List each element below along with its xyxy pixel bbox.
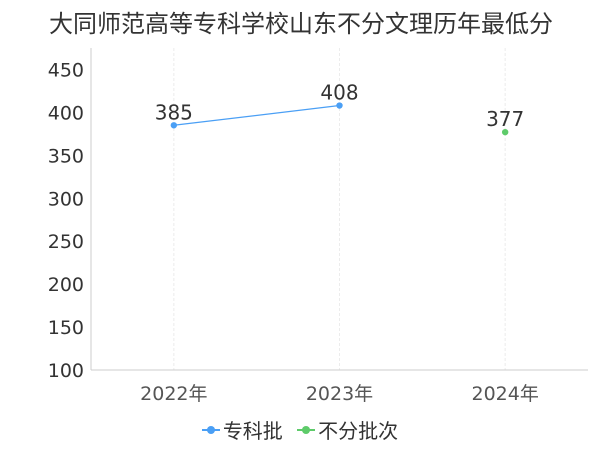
data-point	[336, 102, 343, 109]
data-label: 408	[320, 81, 358, 105]
legend-label: 不分批次	[318, 419, 399, 443]
legend-marker-icon	[201, 424, 220, 436]
legend: 专科批 不分批次	[0, 415, 600, 444]
data-point	[170, 122, 178, 129]
legend-item-series-2[interactable]: 不分批次	[297, 415, 398, 444]
data-label: 385	[155, 100, 193, 124]
series-layer: 385 408 377	[155, 81, 524, 136]
data-point	[501, 128, 509, 136]
legend-label: 专科批	[222, 419, 283, 443]
y-tick-label: 450	[48, 59, 84, 81]
y-tick-label: 300	[48, 188, 84, 210]
y-tick-label: 400	[48, 102, 84, 124]
y-tick-label: 150	[48, 317, 84, 339]
legend-marker-icon	[297, 424, 316, 436]
y-tick-labels: 100 150 200 250 300 350 400 450	[48, 59, 84, 382]
series-line-1	[173, 104, 340, 126]
grid	[173, 48, 506, 370]
y-tick-label: 200	[48, 274, 84, 296]
data-label: 377	[486, 107, 524, 131]
legend-item-series-1[interactable]: 专科批	[201, 415, 283, 444]
y-tick-label: 100	[48, 360, 84, 382]
x-tick-labels: 2022年 2023年 2024年	[140, 383, 539, 405]
y-tick-label: 250	[48, 231, 84, 253]
x-tick-label: 2022年	[140, 383, 207, 405]
chart-title: 大同师范高等专科学校山东不分文理历年最低分	[49, 10, 553, 38]
axes	[90, 48, 588, 371]
y-tick-label: 350	[48, 145, 84, 167]
x-tick-label: 2024年	[471, 383, 538, 405]
x-tick-label: 2023年	[306, 383, 373, 405]
